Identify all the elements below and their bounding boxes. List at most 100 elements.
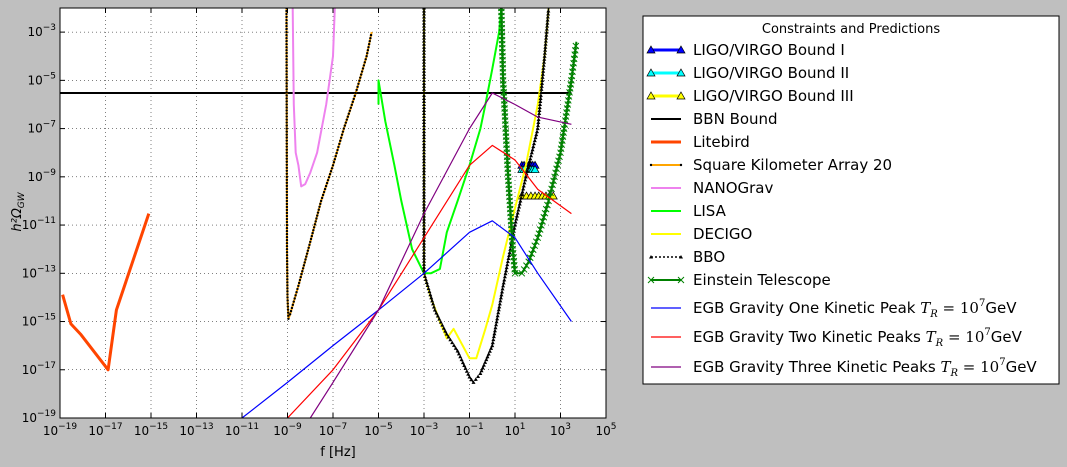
series-marker: [289, 309, 293, 313]
series-marker: [544, 30, 549, 34]
series-marker: [422, 168, 426, 173]
series-marker: [440, 323, 445, 327]
y-tick-label: 10−15: [22, 313, 56, 329]
series-marker: [467, 375, 472, 379]
series-marker: [344, 121, 348, 124]
series-marker: [285, 21, 288, 25]
x-tick-label: 10−15: [134, 422, 168, 438]
series-marker: [528, 156, 533, 161]
series-marker: [501, 283, 506, 288]
series-marker: [326, 178, 330, 182]
series-marker: [494, 322, 499, 327]
series-marker: [422, 253, 426, 257]
series-marker: [551, 173, 558, 181]
legend-label: EGB Gravity Two Kinetic Peaks TR = 107Ge…: [693, 327, 1023, 349]
series-marker: [556, 153, 563, 161]
series-marker: [521, 183, 526, 188]
series-marker: [422, 99, 426, 103]
series-marker: [422, 78, 426, 82]
y-tick-label: 10−3: [27, 23, 56, 39]
series-marker: [330, 167, 334, 170]
series-marker: [314, 220, 317, 223]
series-marker: [424, 280, 429, 284]
series-marker: [286, 287, 289, 290]
series-marker: [473, 377, 478, 381]
series-marker: [422, 198, 426, 203]
series-marker: [541, 209, 549, 217]
series-marker: [537, 108, 542, 112]
series-marker: [508, 247, 513, 251]
series-marker: [422, 180, 426, 185]
y-tick-label: 10−13: [22, 264, 56, 280]
series-marker: [422, 189, 426, 194]
series-marker: [500, 289, 505, 294]
series-marker: [422, 102, 426, 106]
legend-item-0: LIGO/VIRGO Bound I: [646, 41, 845, 59]
series-marker: [542, 51, 547, 55]
series-marker: [540, 72, 545, 76]
series-marker: [541, 66, 546, 70]
legend-label: BBO: [693, 248, 725, 266]
series-marker: [285, 254, 289, 257]
series-marker: [285, 112, 288, 115]
series-marker: [422, 18, 426, 22]
series-marker: [536, 120, 541, 125]
series-marker: [422, 111, 426, 116]
series-marker: [484, 357, 489, 362]
x-tick-label: 101: [504, 422, 525, 438]
legend-item-4: Litebird: [651, 133, 750, 151]
series-marker: [297, 284, 300, 288]
legend-label: Einstein Telescope: [693, 271, 831, 289]
series-marker: [324, 184, 328, 188]
series-marker: [481, 363, 486, 367]
series-marker: [285, 127, 288, 130]
series-marker: [286, 299, 289, 302]
series-marker: [498, 295, 503, 300]
x-tick-label: 10−11: [225, 422, 259, 438]
series-6: [291, 8, 336, 188]
series-marker: [422, 141, 426, 146]
series-marker: [285, 61, 288, 64]
series-marker: [285, 70, 288, 73]
series-marker: [285, 148, 288, 151]
series-marker: [285, 88, 288, 91]
series-marker: [286, 272, 289, 275]
x-tick-label: 10−9: [273, 422, 302, 438]
series-marker: [541, 63, 546, 67]
series-marker: [286, 296, 289, 299]
legend-items: LIGO/VIRGO Bound I LIGO/VIRGO Bound II L…: [646, 41, 1037, 379]
series-marker: [422, 69, 426, 73]
series-marker: [422, 159, 426, 164]
series-marker: [504, 268, 509, 273]
series-marker: [537, 111, 542, 116]
series-marker: [516, 207, 521, 212]
series-marker: [518, 269, 526, 277]
series-marker: [285, 202, 289, 206]
series-marker: [517, 201, 522, 206]
series-marker: [285, 205, 289, 209]
series-marker: [539, 87, 544, 91]
series-marker: [544, 33, 549, 37]
legend-marker: [677, 276, 685, 284]
series-marker: [519, 195, 524, 200]
series-marker: [305, 255, 308, 258]
series-marker: [518, 198, 523, 203]
series-marker: [310, 234, 314, 238]
series-marker: [422, 117, 426, 122]
series-marker: [422, 153, 426, 158]
series-marker: [422, 244, 426, 248]
series-marker: [533, 135, 538, 140]
series-marker: [515, 214, 520, 218]
series-marker: [545, 21, 550, 25]
series-marker: [543, 48, 548, 52]
legend-label: Square Kilometer Array 20: [693, 156, 892, 174]
legend-label: Litebird: [693, 133, 750, 151]
series-marker: [367, 42, 371, 46]
series-marker: [312, 229, 315, 232]
series-marker: [478, 371, 483, 376]
series-marker: [539, 217, 546, 225]
series-marker: [285, 199, 289, 203]
series-marker: [285, 157, 288, 160]
series-marker: [286, 308, 290, 311]
legend-item-8: DECIGO: [651, 225, 752, 243]
